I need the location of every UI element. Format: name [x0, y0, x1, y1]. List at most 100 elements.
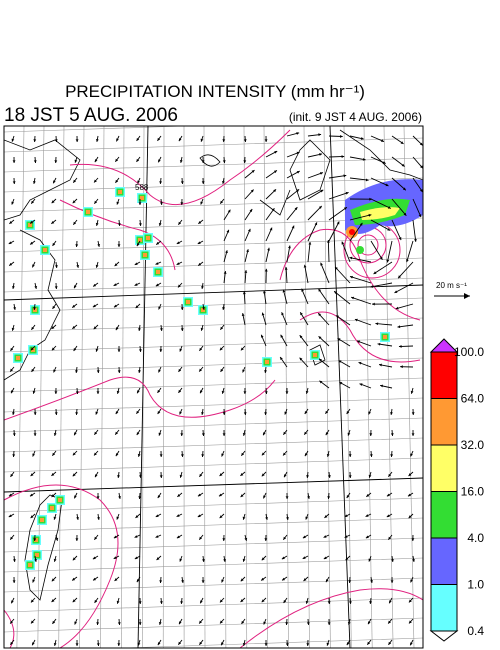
map-frame	[3, 125, 424, 649]
wind-head	[197, 241, 201, 244]
parallel	[4, 277, 423, 293]
wind-head	[285, 496, 289, 499]
wind-head	[302, 556, 306, 559]
wind-head	[263, 621, 267, 625]
wind-head	[372, 302, 375, 306]
parallel	[4, 417, 423, 433]
wind-head	[369, 601, 373, 604]
wind-head	[368, 558, 372, 562]
wind-head	[280, 357, 283, 361]
wind-head	[261, 577, 265, 581]
wind-head	[157, 410, 161, 414]
wind-head	[136, 137, 140, 141]
cell	[58, 498, 62, 502]
wind-head	[93, 283, 97, 287]
meridian	[283, 126, 289, 648]
wind-head	[200, 327, 204, 331]
wind-head	[348, 601, 352, 604]
wind-head	[201, 580, 205, 583]
wind-head	[159, 181, 163, 184]
wind-head	[358, 361, 362, 365]
wind-shaft	[317, 312, 330, 326]
wind-head	[242, 369, 245, 373]
wind-head	[33, 538, 37, 541]
meridian	[100, 126, 105, 648]
wind-head	[32, 264, 35, 268]
wind-head	[10, 368, 13, 372]
wind-head	[336, 221, 340, 225]
wind-head	[369, 197, 372, 201]
wind-head	[33, 412, 37, 415]
wind-head	[180, 454, 184, 457]
wind-head	[388, 473, 392, 477]
wind-head	[377, 342, 381, 346]
wind-head	[394, 290, 398, 293]
wind-shaft	[370, 177, 389, 187]
wind-head	[200, 390, 203, 394]
wind-head	[327, 475, 331, 478]
wind-head	[201, 412, 204, 415]
wind-head	[199, 368, 202, 372]
wind-head	[116, 516, 120, 520]
parallel	[4, 557, 423, 573]
colorbar-segment	[430, 491, 458, 539]
wind-head	[325, 432, 329, 436]
wind-head	[305, 600, 309, 604]
wind-head	[51, 347, 55, 351]
wind-head	[318, 358, 322, 362]
wind-head	[95, 222, 99, 226]
wind-head	[261, 312, 265, 316]
wind-head	[296, 171, 300, 174]
map: 588	[4, 126, 423, 648]
wind-head	[96, 391, 100, 394]
wind-head	[306, 475, 310, 478]
wind-head	[155, 514, 159, 517]
wind-head	[281, 312, 284, 316]
wind-head	[412, 559, 415, 562]
cell	[33, 308, 37, 312]
parallel	[4, 537, 423, 553]
wind-head	[199, 536, 203, 540]
wind-shaft	[391, 177, 407, 191]
wind-head	[31, 200, 35, 204]
wind-head	[220, 326, 224, 330]
wind-head	[219, 515, 223, 519]
wind-head	[221, 579, 224, 583]
wind-shaft	[397, 261, 414, 279]
wind-head	[381, 139, 385, 142]
wind-head	[303, 264, 307, 268]
wind-head	[157, 137, 161, 141]
wind-head	[158, 159, 161, 163]
wind-shaft	[370, 240, 383, 261]
parallel	[4, 457, 423, 473]
wind-head	[200, 201, 204, 205]
wind-head	[359, 383, 363, 386]
wind-head	[75, 643, 79, 646]
wind-head	[222, 307, 225, 310]
wind-head	[240, 494, 244, 498]
wind-head	[158, 222, 162, 226]
wind-head	[157, 495, 161, 499]
wind-head	[305, 390, 309, 394]
wind-head	[52, 452, 56, 456]
wind-head	[93, 326, 97, 330]
wind-head	[199, 473, 203, 477]
wind-head	[12, 580, 16, 583]
wind-head	[408, 515, 412, 519]
wind-head	[365, 535, 369, 539]
wind-head	[10, 473, 14, 477]
meridian	[303, 126, 310, 648]
wind-head	[32, 181, 36, 184]
wind-head	[410, 642, 413, 646]
wind-head	[114, 263, 118, 267]
cell	[146, 236, 150, 240]
wind-head	[411, 433, 415, 436]
wind-head	[414, 239, 417, 242]
wind-shaft	[386, 240, 393, 263]
wind-shaft	[334, 266, 351, 284]
wind-head	[134, 535, 138, 538]
wind-head	[221, 181, 225, 184]
wind-head	[219, 599, 223, 603]
wind-head	[10, 641, 14, 645]
wind-shaft	[286, 245, 291, 263]
